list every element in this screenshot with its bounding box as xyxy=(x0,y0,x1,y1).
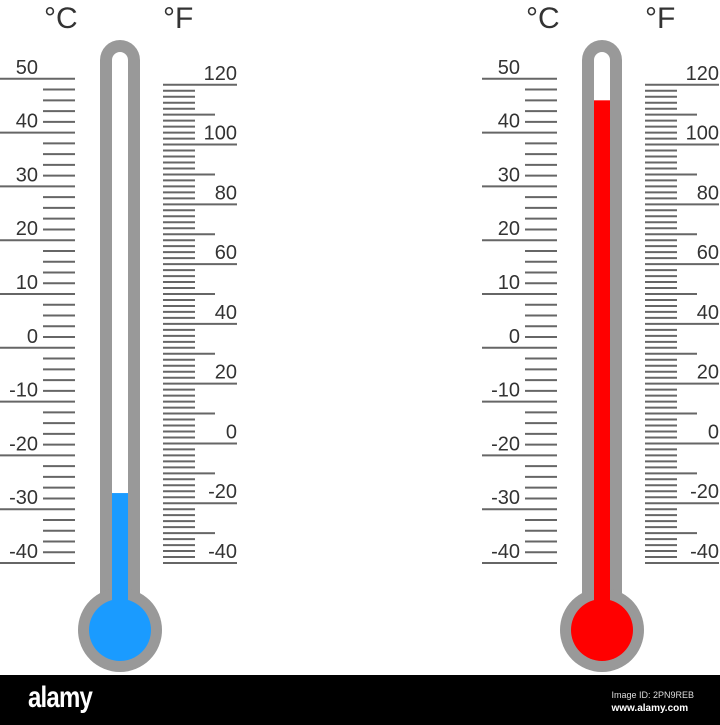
celsius-tick-label: -10 xyxy=(9,380,38,402)
celsius-tick-label: 20 xyxy=(498,218,520,240)
fahrenheit-tick-label: 100 xyxy=(204,123,237,145)
celsius-tick-label: 0 xyxy=(27,326,38,348)
fahrenheit-tick-label: 60 xyxy=(215,242,237,264)
celsius-tick-label: -10 xyxy=(491,380,520,402)
celsius-tick-label: 30 xyxy=(498,164,520,186)
fahrenheit-tick-label: 80 xyxy=(697,182,719,204)
fahrenheit-tick-label: 60 xyxy=(697,242,719,264)
fahrenheit-tick-label: -20 xyxy=(690,481,719,503)
celsius-tick-label: 0 xyxy=(509,326,520,348)
image-meta: Image ID: 2PN9REB www.alamy.com xyxy=(611,689,694,715)
celsius-tick-label: 20 xyxy=(16,218,38,240)
fahrenheit-tick-label: 120 xyxy=(204,63,237,85)
celsius-tick-label: -20 xyxy=(491,433,520,455)
celsius-tick-label: -40 xyxy=(9,541,38,563)
tube-bore xyxy=(112,52,128,622)
celsius-tick-label: -20 xyxy=(9,433,38,455)
mercury-column xyxy=(594,100,610,625)
fahrenheit-tick-label: 20 xyxy=(697,362,719,384)
fahrenheit-unit-label: °F xyxy=(645,2,675,35)
fahrenheit-tick-label: 0 xyxy=(226,421,237,443)
mercury-bulb xyxy=(89,599,151,661)
image-id: Image ID: 2PN9REB xyxy=(611,690,694,700)
fahrenheit-tick-label: 120 xyxy=(686,63,719,85)
site-url: www.alamy.com xyxy=(611,703,689,714)
celsius-tick-label: 10 xyxy=(16,272,38,294)
celsius-tick-label: -30 xyxy=(491,487,520,509)
fahrenheit-tick-label: 40 xyxy=(215,302,237,324)
celsius-tick-label: 10 xyxy=(498,272,520,294)
fahrenheit-tick-label: 80 xyxy=(215,182,237,204)
celsius-unit-label: °C xyxy=(44,2,78,35)
celsius-tick-label: -30 xyxy=(9,487,38,509)
celsius-tick-label: 40 xyxy=(498,111,520,133)
celsius-tick-label: 40 xyxy=(16,111,38,133)
fahrenheit-tick-label: 40 xyxy=(697,302,719,324)
thermometer-1: °C °F50403020100-10-20-30-401201008060402… xyxy=(0,2,237,672)
celsius-tick-label: -40 xyxy=(491,541,520,563)
fahrenheit-tick-label: -20 xyxy=(208,481,237,503)
fahrenheit-tick-label: -40 xyxy=(690,541,719,563)
fahrenheit-unit-label: °F xyxy=(163,2,193,35)
mercury-bulb xyxy=(571,599,633,661)
fahrenheit-tick-label: 20 xyxy=(215,362,237,384)
fahrenheit-tick-label: 0 xyxy=(708,421,719,443)
watermark-footer: alamy Image ID: 2PN9REB www.alamy.com xyxy=(0,675,720,725)
celsius-tick-label: 30 xyxy=(16,164,38,186)
thermometers-illustration: °C °F50403020100-10-20-30-401201008060402… xyxy=(0,2,719,672)
fahrenheit-tick-label: 100 xyxy=(686,123,719,145)
mercury-column xyxy=(112,493,128,625)
alamy-logo: alamy xyxy=(28,681,93,714)
celsius-unit-label: °C xyxy=(526,2,560,35)
celsius-tick-label: 50 xyxy=(16,57,38,79)
fahrenheit-tick-label: -40 xyxy=(208,541,237,563)
thermometer-2: °C °F50403020100-10-20-30-401201008060402… xyxy=(482,2,719,672)
celsius-tick-label: 50 xyxy=(498,57,520,79)
